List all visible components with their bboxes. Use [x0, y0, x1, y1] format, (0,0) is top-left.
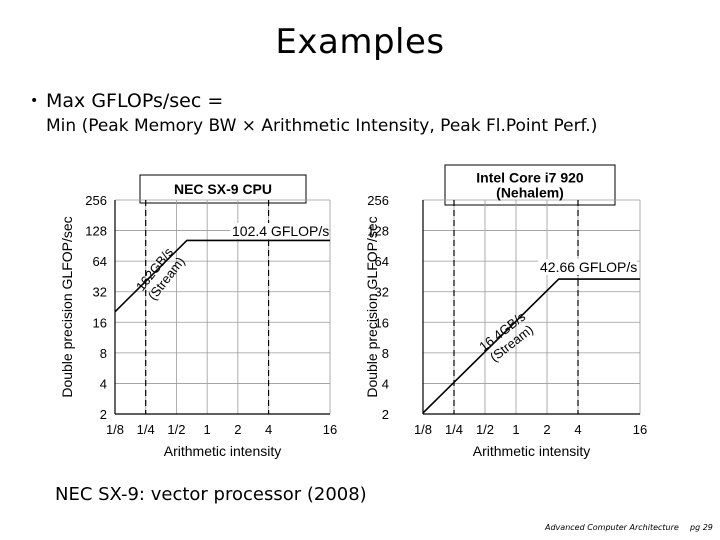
y-tick-label: 128 [367, 224, 389, 239]
y-tick-label: 32 [93, 285, 107, 300]
x-tick-label: 2 [234, 422, 241, 437]
roofline-series [422, 278, 640, 414]
y-tick-label: 256 [367, 193, 389, 208]
y-tick-label: 16 [375, 315, 389, 330]
chart-title: Intel Core i7 920 [476, 170, 584, 186]
y-tick-label: 4 [382, 376, 389, 391]
x-axis-label: Arithmetic intensity [473, 443, 590, 459]
slide-title: Examples [275, 22, 445, 62]
slide-caption: NEC SX-9: vector processor (2008) [55, 484, 367, 505]
y-tick-label: 2 [382, 407, 389, 422]
y-tick-label: 128 [85, 224, 107, 239]
formula-text: Min (Peak Memory BW × Arithmetic Intensi… [46, 116, 598, 136]
peak-label-background [230, 223, 329, 239]
peak-label-background [538, 259, 637, 275]
x-tick-label: 1/2 [476, 422, 494, 437]
x-tick-label: 16 [633, 422, 647, 437]
chart-title-box [139, 174, 307, 204]
y-tick-label: 256 [85, 193, 107, 208]
y-tick-label: 2 [100, 407, 107, 422]
bullet-text: Max GFLOPs/sec = [46, 90, 224, 112]
x-tick-label: 1/8 [414, 422, 432, 437]
chart-title: NEC SX-9 CPU [174, 181, 272, 197]
bullet-line: • Max GFLOPs/sec = [30, 90, 223, 112]
x-tick-label: 1 [512, 422, 519, 437]
x-tick-label: 1/2 [167, 422, 185, 437]
x-axis-label: Arithmetic intensity [164, 443, 281, 459]
footer-course: Advanced Computer Architecture [545, 523, 679, 532]
footer-page-number: pg 29 [690, 523, 713, 532]
x-tick-label: 16 [323, 422, 337, 437]
x-tick-label: 1/4 [137, 422, 155, 437]
x-tick-label: 4 [265, 422, 272, 437]
chart-title: (Nehalem) [496, 185, 564, 201]
y-tick-label: 64 [93, 254, 107, 269]
y-tick-label: 32 [375, 285, 389, 300]
y-axis-label: Double precision GLFOP/sec [364, 216, 380, 397]
y-tick-label: 8 [382, 346, 389, 361]
y-tick-label: 4 [100, 376, 107, 391]
x-tick-label: 1/4 [445, 422, 463, 437]
y-axis-label: Double precision GLFOP/sec [59, 216, 75, 397]
peak-performance-label: 42.66 GFLOP/s [540, 259, 637, 275]
x-tick-label: 1 [204, 422, 211, 437]
x-tick-label: 4 [574, 422, 581, 437]
chart-title-box [444, 164, 616, 206]
x-tick-label: 2 [543, 422, 550, 437]
y-tick-label: 64 [375, 254, 389, 269]
y-tick-label: 16 [93, 315, 107, 330]
y-tick-label: 8 [100, 346, 107, 361]
peak-performance-label: 102.4 GFLOP/s [232, 223, 329, 239]
bullet-dot-icon: • [30, 93, 39, 109]
x-tick-label: 1/8 [106, 422, 124, 437]
